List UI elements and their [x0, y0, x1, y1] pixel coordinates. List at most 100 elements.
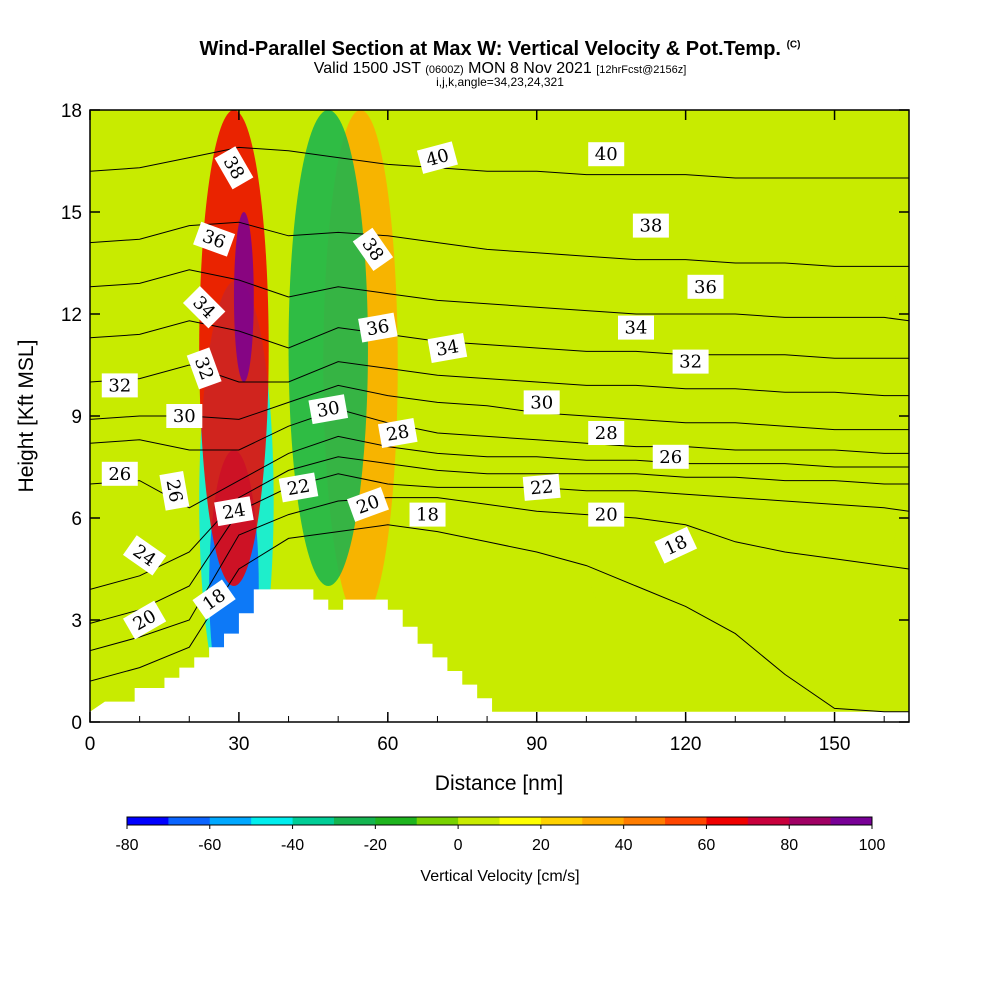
forecast-info: [12hrFcst@2156z]: [596, 64, 687, 76]
contour-label-box: [654, 526, 698, 564]
contour-label-value: 32: [679, 352, 702, 373]
colorbar-segment: [830, 817, 873, 825]
contour-label: 26: [159, 470, 190, 511]
terrain-layer: [90, 589, 909, 722]
contour-label: 36: [687, 274, 724, 299]
contour-label: 32: [186, 347, 222, 390]
chart-subtitle: Valid 1500 JST (0600Z) MON 8 Nov 2021 [1…: [0, 60, 1000, 78]
contour-label-box: [101, 461, 138, 486]
contour-label: 22: [278, 472, 319, 503]
contour-label: 40: [416, 141, 458, 174]
colorbar-segment: [665, 817, 707, 825]
x-tick-label: 90: [526, 734, 547, 755]
colorbar-segment: [540, 817, 583, 825]
contour-label-value: 28: [385, 421, 411, 446]
x-tick-label: 150: [819, 734, 851, 755]
colorbar-segment: [499, 817, 542, 825]
x-tick-label: 30: [228, 734, 249, 755]
contour-label-value: 30: [530, 392, 553, 413]
y-axis-title: Height [Kft MSL]: [15, 340, 38, 493]
colorbar-segment: [458, 817, 500, 825]
isentrope-26: [90, 435, 909, 509]
contour-label-box: [588, 421, 625, 445]
contour-label-value: 30: [173, 406, 196, 427]
y-tick-label: 15: [61, 203, 82, 224]
contour-label-value: 26: [162, 478, 187, 504]
isentrope-20: [90, 497, 909, 652]
colorbar-segment: [747, 817, 790, 825]
contour-label-box: [588, 502, 625, 527]
colorbar-segment: [292, 817, 335, 825]
colorbar-title: Vertical Velocity [cm/s]: [420, 868, 579, 885]
colorbar: -80 -60 -40 -20 0 20 40 60 80 100: [115, 816, 886, 854]
contour-label-box: [427, 333, 468, 363]
colorbar-segment: [375, 817, 418, 825]
y-tick-label: 12: [61, 305, 82, 326]
contour-label-value: 40: [595, 144, 618, 165]
colorbar-tick-label: -80: [115, 837, 138, 854]
x-tick-label: 0: [85, 734, 96, 755]
contour-label-value: 28: [595, 423, 618, 444]
contour-label-value: 34: [625, 318, 648, 339]
contour-label-box: [159, 470, 190, 511]
contour-label-value: 30: [315, 397, 341, 422]
colorbar-tick-label: 60: [698, 837, 716, 854]
contour-label-value: 26: [659, 447, 682, 468]
contour-label-box: [182, 285, 226, 329]
contour-label-value: 18: [416, 505, 439, 526]
colorbar-tick-label: 40: [615, 837, 633, 854]
contour-label-value: 24: [221, 499, 247, 524]
colorbar-tick-label: 100: [859, 837, 886, 854]
contour-label-box: [618, 315, 654, 340]
contour-label-box: [416, 141, 458, 174]
contour-label-box: [308, 394, 349, 425]
contour-label: 30: [166, 404, 203, 428]
contour-label-value: 20: [595, 505, 618, 526]
terrain-mask: [90, 589, 909, 722]
colorbar-segment: [251, 817, 294, 825]
contour-label: 36: [358, 312, 398, 343]
contour-label: 30: [523, 390, 560, 415]
contour-label-box: [278, 472, 319, 503]
contour-label-box: [358, 312, 398, 343]
contour-label: 22: [522, 473, 561, 501]
contour-label-value: 22: [529, 476, 554, 499]
colorbar-segment: [789, 817, 832, 825]
y-tick-label: 9: [71, 407, 82, 428]
y-tick-label: 0: [71, 713, 82, 734]
colorbar-segment: [416, 817, 459, 825]
isentrope-38: [90, 221, 909, 267]
contour-label-box: [652, 444, 689, 469]
y-tick-label: 18: [61, 101, 82, 122]
contour-label: 30: [308, 394, 349, 425]
colorbar-tick-label: 80: [780, 837, 798, 854]
y-tick-label: 3: [71, 611, 82, 632]
contour-label: 26: [101, 461, 138, 486]
y-tick-label: 6: [71, 509, 82, 530]
copyright-mark: (C): [786, 39, 801, 51]
contour-label: 24: [214, 496, 254, 527]
contour-label-box: [523, 390, 560, 415]
contour-label-value: 36: [365, 316, 391, 341]
x-tick-label: 60: [377, 734, 398, 755]
contour-label-value: 36: [694, 277, 717, 298]
contour-label-value: 22: [285, 476, 311, 501]
contour-label-box: [632, 213, 669, 238]
isentrope-30: [90, 384, 909, 431]
contour-label-box: [122, 535, 167, 576]
w-feature-far-field-weak-ascent: [561, 110, 909, 722]
isentrope-28: [90, 408, 909, 454]
contour-label-box: [588, 142, 625, 167]
contour-label-value: 32: [108, 375, 131, 396]
section-indices: i,j,k,angle=34,23,24,321: [436, 75, 564, 89]
contour-label-box: [672, 349, 709, 374]
colorbar-segment: [333, 817, 376, 825]
w-feature-secondary-downdraft: [288, 110, 368, 586]
colorbar-segment: [582, 817, 625, 825]
contour-label: 28: [588, 421, 625, 445]
contour-label: 20: [588, 502, 625, 527]
colorbar-tick-label: -20: [364, 837, 387, 854]
contour-label: 32: [672, 349, 709, 374]
